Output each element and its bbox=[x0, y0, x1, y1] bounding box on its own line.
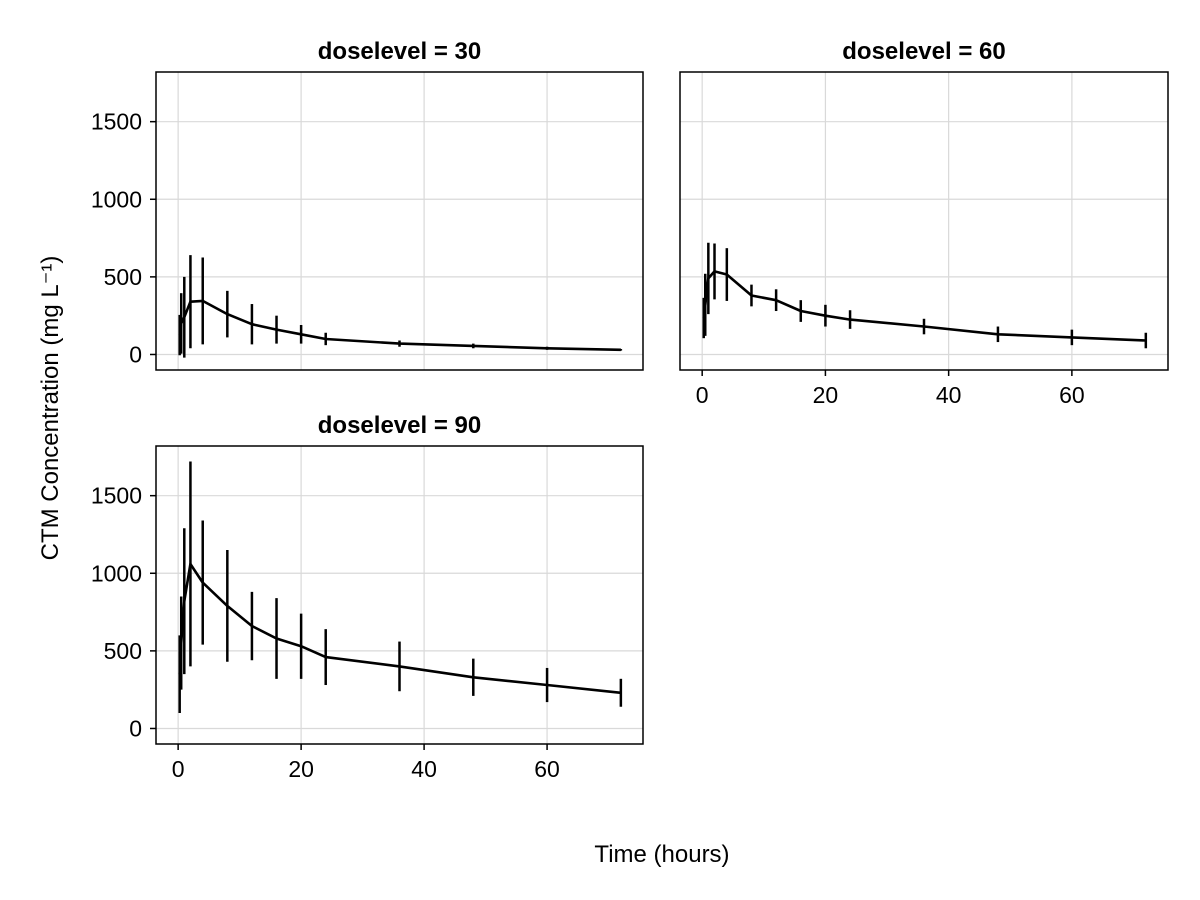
plot-frame bbox=[155, 445, 644, 745]
mean-line bbox=[178, 299, 621, 352]
x-axis-title: Time (hours) bbox=[594, 841, 729, 868]
panel-title: doselevel = 60 bbox=[842, 38, 1005, 65]
y-tick-label: 500 bbox=[104, 638, 142, 664]
mean-line bbox=[702, 270, 1146, 342]
x-tick-label: 20 bbox=[813, 382, 839, 408]
x-tick-label: 20 bbox=[288, 756, 314, 782]
panel-title: doselevel = 30 bbox=[318, 38, 481, 65]
x-tick-label: 40 bbox=[411, 756, 437, 782]
y-tick-label: 1500 bbox=[91, 109, 142, 135]
panel-1: doselevel = 30 0 500 1000 1500 bbox=[91, 38, 644, 371]
y-tick-label: 0 bbox=[129, 715, 142, 741]
x-tick-label: 40 bbox=[936, 382, 962, 408]
panel-title: doselevel = 90 bbox=[318, 412, 481, 439]
y-tick-label: 1500 bbox=[91, 483, 142, 509]
plot-frame bbox=[155, 71, 644, 371]
panel-3: doselevel = 90 0 20 40 60 0 500 1000 1500 bbox=[91, 412, 644, 782]
mean-line bbox=[178, 562, 622, 695]
y-axis-title: CTM Concentration (mg L⁻¹) bbox=[37, 256, 64, 561]
y-tick-label: 0 bbox=[129, 341, 142, 367]
x-tick-label: 0 bbox=[696, 382, 709, 408]
y-tick-label: 1000 bbox=[91, 186, 142, 212]
x-tick-label: 60 bbox=[1059, 382, 1085, 408]
x-tick-label: 0 bbox=[172, 756, 185, 782]
panel-2: doselevel = 60 0 20 40 60 bbox=[679, 38, 1169, 408]
y-tick-label: 500 bbox=[104, 264, 142, 290]
plot-frame bbox=[679, 71, 1169, 371]
x-tick-label: 60 bbox=[534, 756, 560, 782]
y-tick-label: 1000 bbox=[91, 560, 142, 586]
